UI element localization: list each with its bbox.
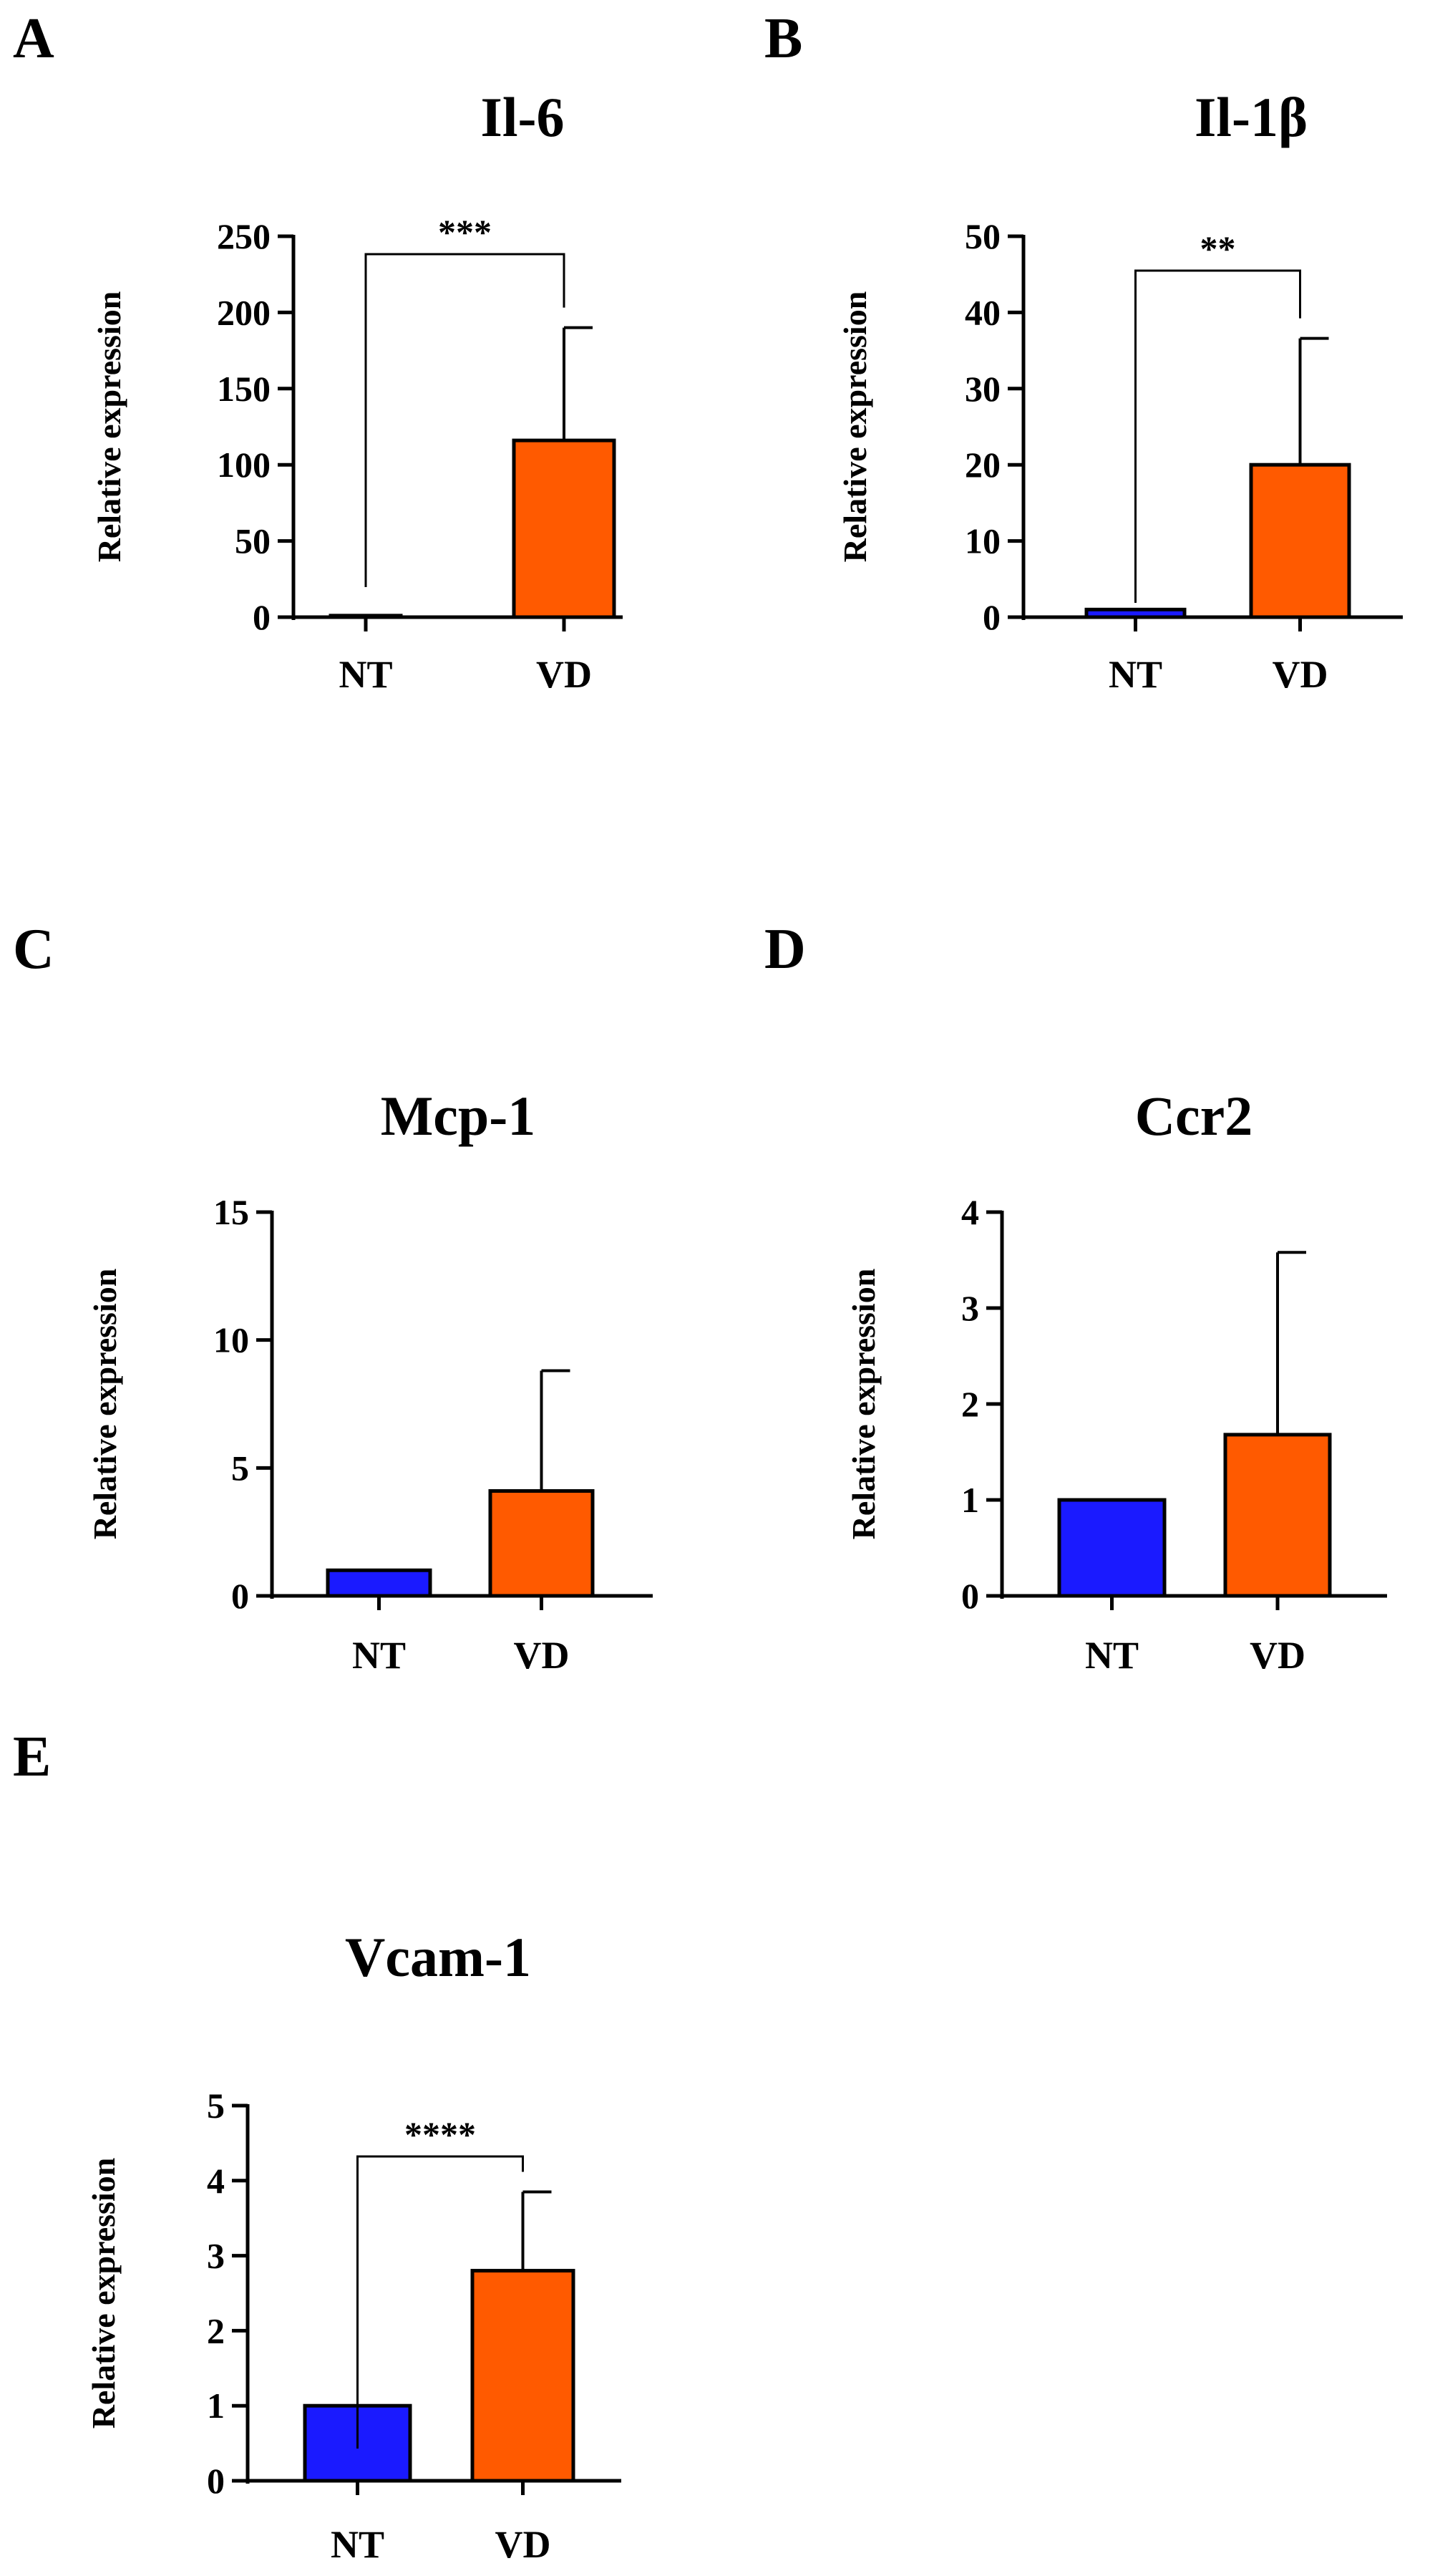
y-tick-label: 10 bbox=[213, 1320, 249, 1360]
chart-title: Vcam-1 bbox=[345, 1926, 531, 1988]
bar-vd bbox=[1223, 1433, 1332, 1598]
chart-panel-b: B Il-1β Relative expression 0 10 20 30 40 50 NT VD… bbox=[764, 7, 1403, 696]
y-tick-label: 30 bbox=[965, 369, 1001, 409]
panel-letter: B bbox=[764, 7, 802, 70]
chart-title: Mcp-1 bbox=[381, 1085, 536, 1147]
y-tick-label: 1 bbox=[207, 2386, 225, 2426]
chart-title: Il-1β bbox=[1195, 86, 1308, 148]
bar-nt bbox=[1057, 1498, 1167, 1598]
x-tick-label-vd: VD bbox=[1250, 1634, 1305, 1677]
bar-nt bbox=[1084, 607, 1187, 619]
y-axis-label: Relative expression bbox=[91, 291, 127, 563]
chart-panel-d: D Ccr2 Relative expression 0 1 2 3 4 NT VD bbox=[764, 918, 1387, 1677]
y-axis-label: Relative expression bbox=[845, 1269, 882, 1540]
significance-label: ** bbox=[1200, 228, 1236, 268]
x-tick-label-nt: NT bbox=[1085, 1634, 1139, 1677]
y-tick-label: 5 bbox=[231, 1448, 249, 1488]
y-tick-label: 1 bbox=[961, 1480, 979, 1520]
chart-panel-a: A Il-6 Relative expression 0 50 100 150 200 250 N… bbox=[13, 7, 623, 696]
y-tick-label: 200 bbox=[217, 292, 271, 332]
y-tick-label: 2 bbox=[961, 1384, 979, 1424]
bar-vd bbox=[1249, 463, 1351, 619]
bar-nt bbox=[326, 1568, 432, 1598]
y-tick-label: 250 bbox=[217, 216, 271, 256]
panel-letter: A bbox=[13, 7, 54, 70]
significance-bracket bbox=[1134, 269, 1301, 603]
significance-bracket bbox=[364, 253, 565, 587]
y-tick-label: 150 bbox=[217, 369, 271, 409]
y-axis-label: Relative expression bbox=[837, 291, 873, 563]
panel-letter: C bbox=[13, 918, 54, 981]
y-tick-label: 5 bbox=[207, 2086, 225, 2126]
y-tick-label: 4 bbox=[961, 1192, 979, 1232]
panel-letter: D bbox=[764, 918, 806, 981]
significance-bracket bbox=[356, 2155, 524, 2449]
x-tick-label-vd: VD bbox=[514, 1634, 570, 1677]
y-tick-label: 0 bbox=[231, 1576, 249, 1616]
x-tick-label-vd: VD bbox=[536, 653, 592, 696]
significance-label: **** bbox=[404, 2114, 476, 2154]
chart-title: Ccr2 bbox=[1135, 1085, 1253, 1147]
y-tick-label: 0 bbox=[961, 1576, 979, 1616]
y-tick-label: 0 bbox=[253, 597, 271, 637]
y-tick-label: 4 bbox=[207, 2161, 225, 2201]
bar-vd bbox=[512, 438, 616, 619]
bar-vd bbox=[488, 1488, 595, 1598]
panel-letter: E bbox=[13, 1725, 51, 1788]
y-tick-label: 50 bbox=[235, 521, 271, 561]
y-tick-label: 15 bbox=[213, 1192, 249, 1232]
y-tick-label: 0 bbox=[207, 2461, 225, 2501]
significance-label: *** bbox=[438, 212, 492, 252]
x-tick-label-nt: NT bbox=[331, 2523, 384, 2566]
y-tick-label: 40 bbox=[965, 292, 1001, 332]
y-tick-label: 50 bbox=[965, 216, 1001, 256]
chart-panel-e: E Vcam-1 Relative expression 0 1 2 3 4 5 NT VD **** bbox=[13, 1725, 621, 2566]
y-tick-label: 10 bbox=[965, 521, 1001, 561]
y-tick-label: 100 bbox=[217, 445, 271, 485]
y-tick-label: 2 bbox=[207, 2310, 225, 2350]
y-tick-label: 0 bbox=[983, 597, 1001, 637]
y-tick-label: 3 bbox=[207, 2236, 225, 2276]
bar-nt bbox=[329, 614, 403, 619]
y-axis-label: Relative expression bbox=[85, 2158, 122, 2429]
x-tick-label-vd: VD bbox=[1273, 653, 1328, 696]
y-axis-label: Relative expression bbox=[87, 1269, 123, 1540]
x-tick-label-nt: NT bbox=[339, 653, 392, 696]
x-tick-label-nt: NT bbox=[352, 1634, 406, 1677]
chart-panel-c: C Mcp-1 Relative expression 0 5 10 15 NT VD bbox=[13, 918, 653, 1677]
y-tick-label: 20 bbox=[965, 445, 1001, 485]
chart-title: Il-6 bbox=[481, 86, 565, 148]
x-tick-label-vd: VD bbox=[495, 2523, 551, 2566]
y-tick-label: 3 bbox=[961, 1288, 979, 1328]
x-tick-label-nt: NT bbox=[1109, 653, 1162, 696]
bar-vd bbox=[470, 2269, 575, 2483]
